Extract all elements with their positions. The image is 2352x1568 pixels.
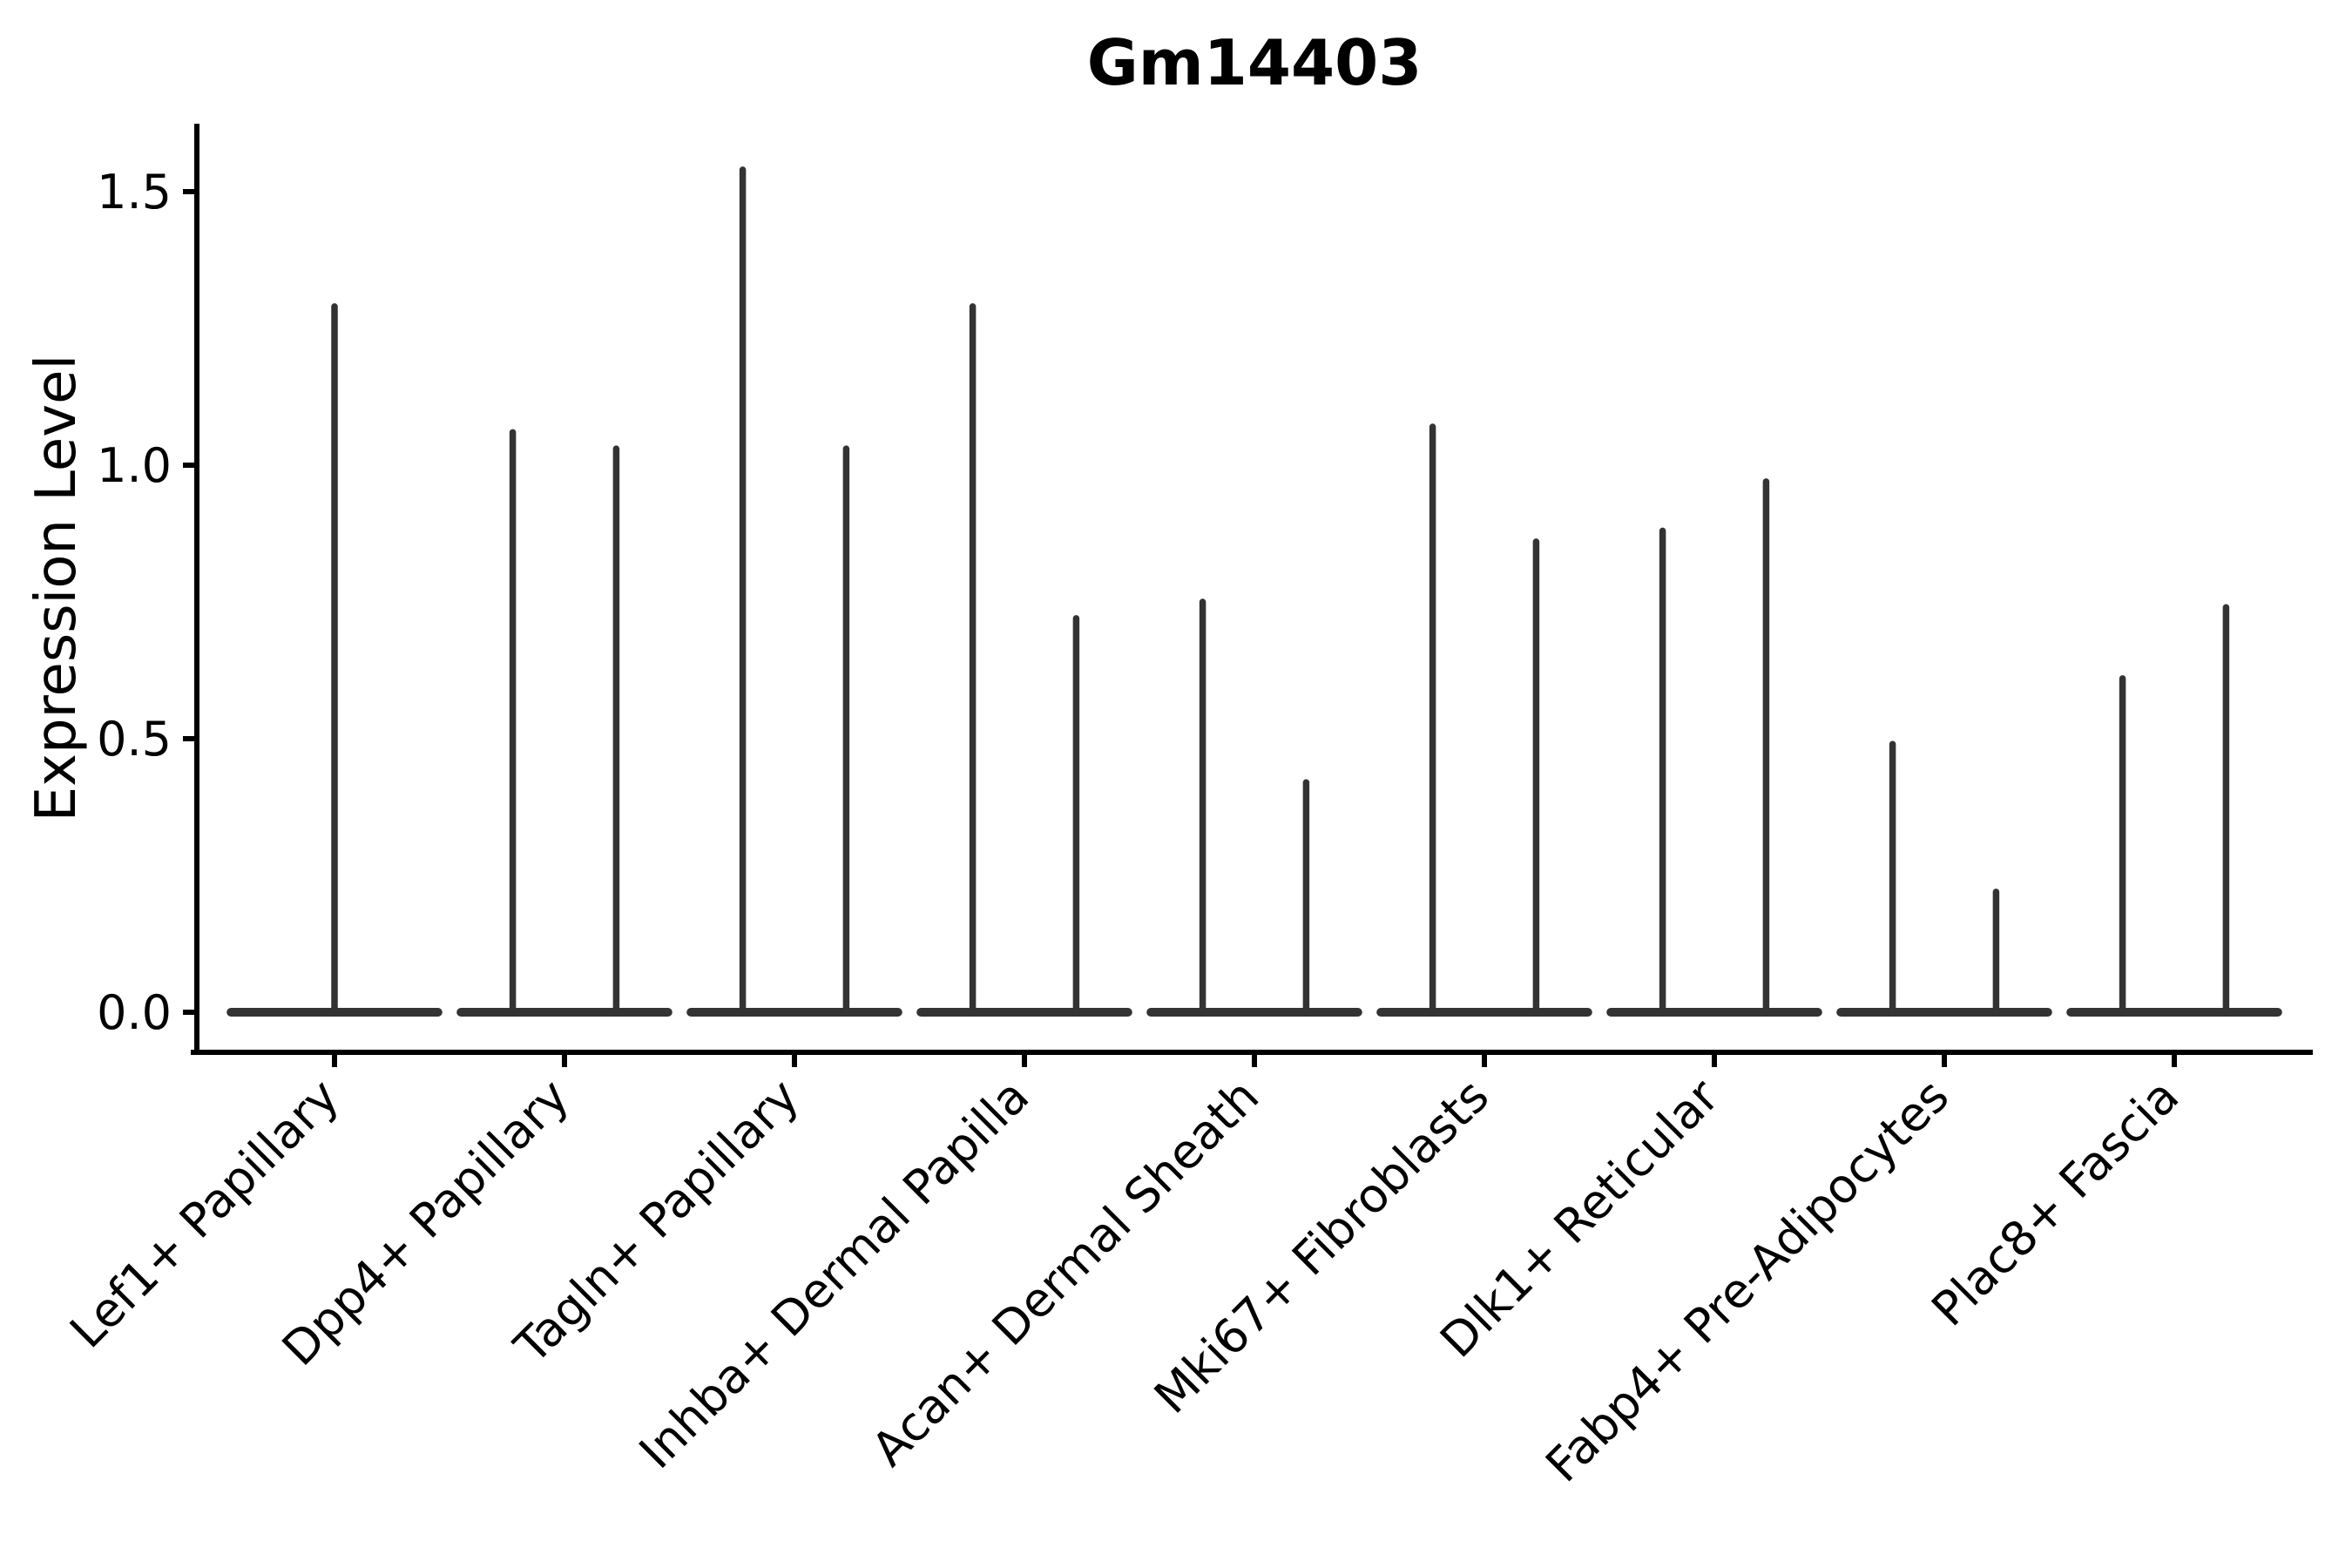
- violin-mki67-fibroblasts: [1376, 423, 1592, 1017]
- plot-title: Gm14403: [1087, 26, 1423, 99]
- y-tick-label-1.5: 1.5: [97, 165, 172, 220]
- x-tick-label-acan-dermal-sheath: Acan+ Dermal Sheath: [862, 1069, 1269, 1477]
- y-tick-label-0.5: 0.5: [97, 712, 172, 767]
- violin-plac8-fascia: [2066, 604, 2282, 1017]
- y-tick-label-0: 0.0: [97, 985, 172, 1040]
- y-tick-label-1.0: 1.0: [97, 438, 172, 493]
- violin-tagln-papillary: [686, 166, 902, 1017]
- violin-dlk1-reticular: [1606, 478, 1822, 1017]
- y-axis-label: Expression Level: [24, 355, 89, 822]
- violin-fabp4-pre-adipocytes: [1836, 740, 2052, 1017]
- violin-inhba-dermal-papilla: [916, 303, 1132, 1017]
- x-tick-label-inhba-dermal-papilla: Inhba+ Dermal Papilla: [629, 1069, 1039, 1479]
- violin-lef1-papillary: [226, 303, 443, 1017]
- x-tick-label-plac8-fascia: Plac8+ Fascia: [1921, 1069, 2189, 1337]
- violin-dpp4-papillary: [456, 429, 672, 1017]
- x-tick-label-fabp4-pre-adipocytes: Fabp4+ Pre-Adipocytes: [1535, 1069, 1959, 1493]
- violin-acan-dermal-sheath: [1146, 598, 1362, 1017]
